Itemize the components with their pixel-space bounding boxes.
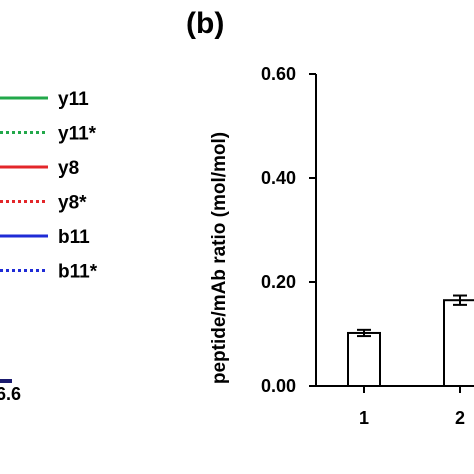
legend-label: b11	[58, 227, 90, 248]
legend-label: b11*	[58, 262, 98, 283]
y-tick-label: 0.60	[261, 64, 296, 84]
x-tick-label-2: 2	[455, 408, 465, 428]
left-axis-tick-fragment: 6.6	[0, 384, 21, 404]
legend-label: y11*	[58, 124, 97, 145]
legend-label: y11	[58, 89, 89, 110]
bar-2	[443, 299, 474, 388]
x-tick-label-1: 1	[359, 408, 369, 428]
legend: y11 y11* y8 y8* b11 b11*	[0, 89, 98, 283]
bars	[347, 294, 474, 388]
legend-label: y8*	[58, 193, 87, 214]
legend-label: y8	[58, 158, 79, 179]
y-axis-ticks: 0.00 0.20 0.40 0.60	[261, 64, 316, 396]
y-tick-label: 0.00	[261, 376, 296, 396]
panel-label: (b)	[186, 7, 224, 40]
bar-1	[347, 331, 381, 387]
y-axis-label: peptide/mAb ratio (mol/mol)	[209, 132, 230, 384]
y-tick-label: 0.40	[261, 168, 296, 188]
y-tick-label: 0.20	[261, 272, 296, 292]
